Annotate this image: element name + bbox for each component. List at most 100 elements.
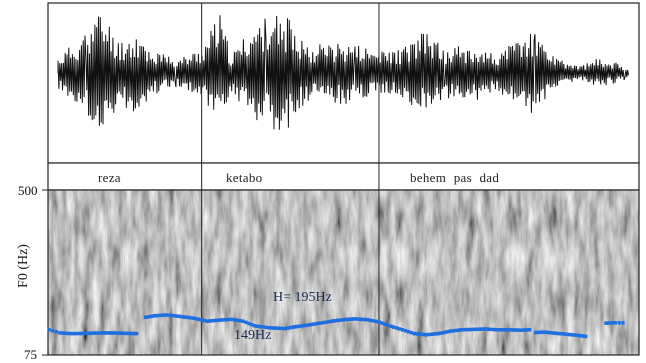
pitch-point xyxy=(176,314,180,318)
pitch-point xyxy=(501,328,505,332)
pitch-point xyxy=(415,332,419,336)
pitch-point xyxy=(454,328,458,333)
pitch-point xyxy=(371,319,375,323)
pitch-point xyxy=(433,332,437,336)
pitch-point xyxy=(96,331,100,335)
pitch-point xyxy=(285,326,289,330)
pitch-point xyxy=(93,331,97,335)
word-label-behem-pas-dad: behem pas dad xyxy=(410,170,500,185)
pitch-point xyxy=(126,331,130,336)
pitch-point xyxy=(220,318,224,322)
pitch-point xyxy=(90,331,94,335)
pitch-point xyxy=(341,317,346,322)
pitch-point xyxy=(380,321,384,325)
annotation-low-f0: 149Hz xyxy=(234,328,272,343)
pitch-point xyxy=(152,314,156,318)
pitch-point xyxy=(489,327,493,332)
pitch-point xyxy=(51,329,55,333)
pitch-point xyxy=(584,334,588,339)
pitch-point xyxy=(247,321,251,326)
pitch-point xyxy=(321,320,325,325)
pitch-point xyxy=(135,331,139,336)
pitch-point xyxy=(510,328,514,332)
pitch-point xyxy=(315,321,319,326)
pitch-point xyxy=(463,327,467,332)
pitch-point xyxy=(401,328,405,332)
pitch-point xyxy=(200,318,204,322)
pitch-point xyxy=(149,314,153,319)
pitch-point xyxy=(338,318,343,322)
pitch-point xyxy=(386,323,390,327)
pitch-point xyxy=(238,318,242,323)
pitch-point xyxy=(404,328,408,333)
pitch-point xyxy=(569,332,573,337)
pitch-point xyxy=(578,333,582,338)
pitch-point xyxy=(607,321,611,325)
pitch-point xyxy=(398,327,402,331)
pitch-point xyxy=(613,321,617,325)
pitch-point xyxy=(155,313,159,318)
pitch-point xyxy=(214,318,218,323)
pitch-point xyxy=(226,317,230,322)
pitch-point xyxy=(244,320,248,325)
pitch-point xyxy=(374,319,378,324)
pitch-point xyxy=(73,331,77,336)
pitch-point xyxy=(350,317,354,321)
pitch-point xyxy=(347,317,351,322)
pitch-point xyxy=(604,321,608,325)
pitch-point xyxy=(424,333,428,337)
pitch-point xyxy=(362,317,366,322)
pitch-point xyxy=(344,317,349,322)
pitch-point xyxy=(182,315,186,319)
pitch-point xyxy=(297,324,301,329)
pitch-point xyxy=(259,324,263,329)
ytick-label-top: 500 xyxy=(18,183,38,198)
pitch-point xyxy=(188,315,192,320)
pitch-point xyxy=(64,331,68,336)
pitch-point xyxy=(78,331,83,336)
annotation-high-f0: H= 195Hz xyxy=(273,290,332,305)
pitch-point xyxy=(395,326,399,330)
pitch-point xyxy=(621,321,625,325)
pitch-point xyxy=(536,330,541,335)
pitch-point xyxy=(173,314,177,318)
spectrogram-panel xyxy=(48,190,639,355)
pitch-point xyxy=(191,316,195,320)
pitch-point xyxy=(575,333,579,338)
pitch-point xyxy=(253,324,257,328)
pitch-point xyxy=(217,318,221,322)
pitch-point xyxy=(256,324,260,329)
pitch-point xyxy=(262,325,266,329)
pitch-point xyxy=(545,330,549,335)
pitch-point xyxy=(513,328,517,332)
pitch-point xyxy=(288,325,292,330)
pitch-point xyxy=(421,332,425,337)
pitch-point xyxy=(54,330,58,334)
pitch-point xyxy=(495,328,499,332)
pitch-point xyxy=(477,327,481,331)
pitch-point xyxy=(436,331,440,336)
ytick-label-bottom: 75 xyxy=(24,347,37,362)
pitch-point xyxy=(617,321,621,325)
pitch-point xyxy=(427,332,431,337)
pitch-track xyxy=(47,313,625,339)
pitch-point xyxy=(185,315,189,320)
pitch-point xyxy=(353,317,357,321)
pitch-point xyxy=(324,320,328,324)
pitch-point xyxy=(560,332,564,336)
pitch-point xyxy=(203,318,207,323)
pitch-point xyxy=(143,315,148,320)
pitch-point xyxy=(235,318,239,323)
pitch-point xyxy=(250,322,254,327)
pitch-point xyxy=(336,318,340,323)
pitch-point xyxy=(356,317,360,321)
pitch-point xyxy=(111,331,115,335)
word-label-ketabo: ketabo xyxy=(226,170,263,185)
pitch-point xyxy=(507,328,511,332)
pitch-point xyxy=(108,331,112,335)
pitch-point xyxy=(309,322,313,327)
word-tier-frame xyxy=(47,162,640,191)
pitch-point xyxy=(448,329,452,334)
pitch-point xyxy=(389,324,393,329)
